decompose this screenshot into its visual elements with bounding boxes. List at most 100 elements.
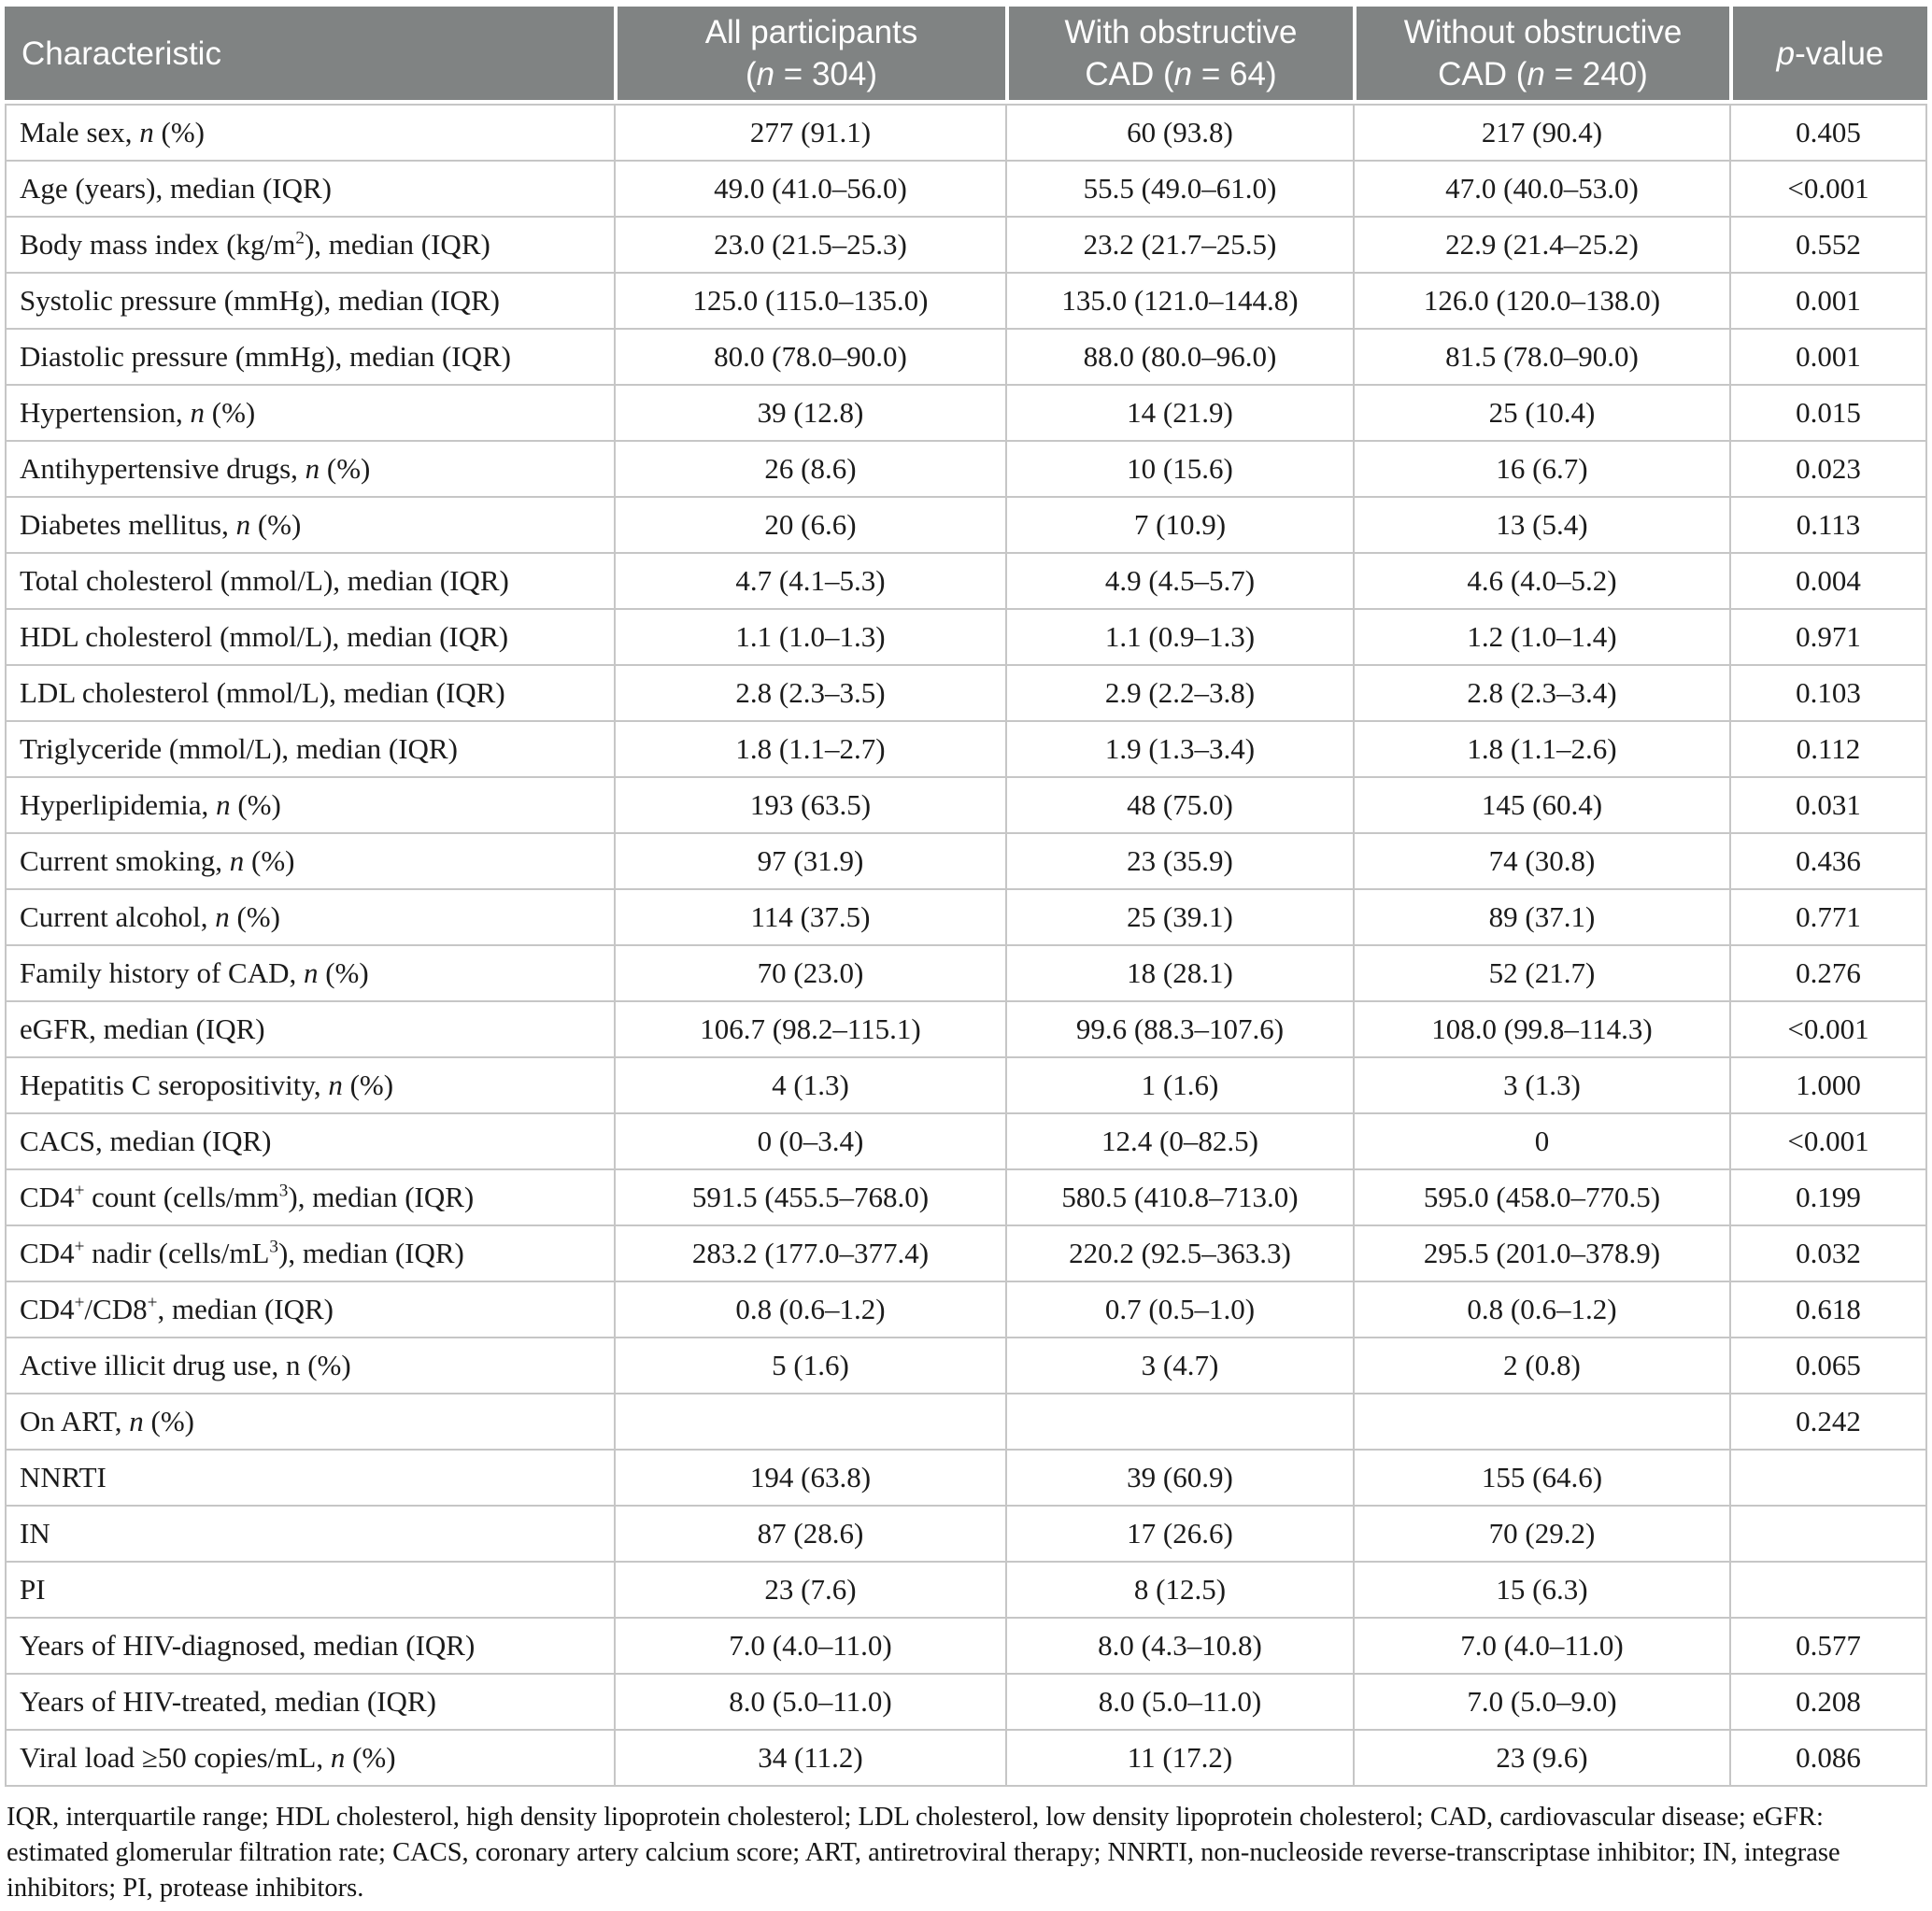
row-value: 25 (39.1) [1005, 888, 1353, 944]
row-value: 0.405 [1729, 104, 1927, 160]
header-with-obstructive-cad: With obstructive CAD (n = 64) [1005, 7, 1353, 104]
table-row: On ART, n (%) 0.242 [5, 1393, 1927, 1449]
row-value: 17 (26.6) [1005, 1505, 1353, 1561]
row-value: 0.971 [1729, 608, 1927, 664]
row-value: 1.8 (1.1–2.7) [614, 720, 1005, 776]
row-label: CD4+ count (cells/mm3), median (IQR) [5, 1168, 614, 1224]
row-label: PI [5, 1561, 614, 1617]
row-value: 0.771 [1729, 888, 1927, 944]
row-value: 595.0 (458.0–770.5) [1353, 1168, 1729, 1224]
row-label: Antihypertensive drugs, n (%) [5, 440, 614, 496]
row-value [1729, 1561, 1927, 1617]
row-value [1005, 1393, 1353, 1449]
row-value: 1.9 (1.3–3.4) [1005, 720, 1353, 776]
row-value: 126.0 (120.0–138.0) [1353, 272, 1729, 328]
row-label: Current alcohol, n (%) [5, 888, 614, 944]
table-row: Hepatitis C seropositivity, n (%) 4 (1.3)… [5, 1056, 1927, 1112]
characteristics-table: Characteristic All participants (n = 304)… [5, 7, 1927, 1787]
row-label: Years of HIV-diagnosed, median (IQR) [5, 1617, 614, 1673]
row-label: Systolic pressure (mmHg), median (IQR) [5, 272, 614, 328]
row-value: 106.7 (98.2–115.1) [614, 1000, 1005, 1056]
table-row: Active illicit drug use, n (%) 5 (1.6) 3 (… [5, 1337, 1927, 1393]
header-characteristic: Characteristic [5, 7, 614, 104]
row-value: 10 (15.6) [1005, 440, 1353, 496]
row-value: 0.112 [1729, 720, 1927, 776]
table-row: Hypertension, n (%) 39 (12.8) 14 (21.9) 25 … [5, 384, 1927, 440]
row-value: 23 (35.9) [1005, 832, 1353, 888]
row-value: 0.552 [1729, 216, 1927, 272]
row-value: 135.0 (121.0–144.8) [1005, 272, 1353, 328]
table-row: Diabetes mellitus, n (%) 20 (6.6) 7 (10.9)… [5, 496, 1927, 552]
table-row: Body mass index (kg/m2), median (IQR) 23.… [5, 216, 1927, 272]
row-value: 13 (5.4) [1353, 496, 1729, 552]
row-value: 0.7 (0.5–1.0) [1005, 1281, 1353, 1337]
row-label: eGFR, median (IQR) [5, 1000, 614, 1056]
row-value [1353, 1393, 1729, 1449]
row-value: 0.8 (0.6–1.2) [614, 1281, 1005, 1337]
table-row: CACS, median (IQR) 0 (0–3.4) 12.4 (0–82.5)… [5, 1112, 1927, 1168]
row-value: 0.8 (0.6–1.2) [1353, 1281, 1729, 1337]
table-header: Characteristic All participants (n = 304)… [5, 7, 1927, 104]
row-value: 0.032 [1729, 1224, 1927, 1281]
table-row: Current alcohol, n (%) 114 (37.5) 25 (39.1… [5, 888, 1927, 944]
row-label: Hyperlipidemia, n (%) [5, 776, 614, 832]
row-value: 99.6 (88.3–107.6) [1005, 1000, 1353, 1056]
table-row: Years of HIV-treated, median (IQR) 8.0 (5… [5, 1673, 1927, 1729]
row-value: 0.004 [1729, 552, 1927, 608]
row-value: 2 (0.8) [1353, 1337, 1729, 1393]
row-value: 52 (21.7) [1353, 944, 1729, 1000]
table-row: CD4+/CD8+, median (IQR) 0.8 (0.6–1.2) 0.7 … [5, 1281, 1927, 1337]
row-value: 8 (12.5) [1005, 1561, 1353, 1617]
table-row: Years of HIV-diagnosed, median (IQR) 7.0 … [5, 1617, 1927, 1673]
row-value: 0.199 [1729, 1168, 1927, 1224]
row-value: 8.0 (5.0–11.0) [1005, 1673, 1353, 1729]
row-label: Years of HIV-treated, median (IQR) [5, 1673, 614, 1729]
row-value: 39 (60.9) [1005, 1449, 1353, 1505]
row-label: Hypertension, n (%) [5, 384, 614, 440]
row-value: 48 (75.0) [1005, 776, 1353, 832]
row-value: 580.5 (410.8–713.0) [1005, 1168, 1353, 1224]
row-value: 60 (93.8) [1005, 104, 1353, 160]
table-row: CD4+ nadir (cells/mL3), median (IQR) 283.… [5, 1224, 1927, 1281]
row-value: 0.276 [1729, 944, 1927, 1000]
row-value: 12.4 (0–82.5) [1005, 1112, 1353, 1168]
row-value: 16 (6.7) [1353, 440, 1729, 496]
table-row: Antihypertensive drugs, n (%) 26 (8.6) 10 … [5, 440, 1927, 496]
row-value: 1.2 (1.0–1.4) [1353, 608, 1729, 664]
row-value: 7.0 (4.0–11.0) [1353, 1617, 1729, 1673]
row-value: 8.0 (5.0–11.0) [614, 1673, 1005, 1729]
table-row: Diastolic pressure (mmHg), median (IQR) 8… [5, 328, 1927, 384]
row-value: 155 (64.6) [1353, 1449, 1729, 1505]
row-value: 23 (7.6) [614, 1561, 1005, 1617]
row-value: 49.0 (41.0–56.0) [614, 160, 1005, 216]
row-value: 591.5 (455.5–768.0) [614, 1168, 1005, 1224]
table-row: Systolic pressure (mmHg), median (IQR) 12… [5, 272, 1927, 328]
header-without-obstructive-cad: Without obstructive CAD (n = 240) [1353, 7, 1729, 104]
row-label: Family history of CAD, n (%) [5, 944, 614, 1000]
row-value: 15 (6.3) [1353, 1561, 1729, 1617]
row-value: 220.2 (92.5–363.3) [1005, 1224, 1353, 1281]
table-row: LDL cholesterol (mmol/L), median (IQR) 2.… [5, 664, 1927, 720]
row-value: 4.7 (4.1–5.3) [614, 552, 1005, 608]
header-all-participants: All participants (n = 304) [614, 7, 1005, 104]
row-value: 0.103 [1729, 664, 1927, 720]
row-value: 0.208 [1729, 1673, 1927, 1729]
row-value: 0.242 [1729, 1393, 1927, 1449]
row-label: Viral load ≥50 copies/mL, n (%) [5, 1729, 614, 1787]
table-row: PI 23 (7.6) 8 (12.5) 15 (6.3) [5, 1561, 1927, 1617]
table-row: NNRTI 194 (63.8) 39 (60.9) 155 (64.6) [5, 1449, 1927, 1505]
row-value: 47.0 (40.0–53.0) [1353, 160, 1729, 216]
row-value: 4 (1.3) [614, 1056, 1005, 1112]
table-row: Triglyceride (mmol/L), median (IQR) 1.8 (… [5, 720, 1927, 776]
row-value: 2.8 (2.3–3.5) [614, 664, 1005, 720]
row-label: Diabetes mellitus, n (%) [5, 496, 614, 552]
table-body: Male sex, n (%) 277 (91.1) 60 (93.8) 217 (9… [5, 104, 1927, 1787]
row-value: 0.577 [1729, 1617, 1927, 1673]
row-value: 0.023 [1729, 440, 1927, 496]
row-label: CD4+ nadir (cells/mL3), median (IQR) [5, 1224, 614, 1281]
row-value: 4.6 (4.0–5.2) [1353, 552, 1729, 608]
row-value: 0.618 [1729, 1281, 1927, 1337]
row-value: 88.0 (80.0–96.0) [1005, 328, 1353, 384]
table-row: HDL cholesterol (mmol/L), median (IQR) 1.… [5, 608, 1927, 664]
